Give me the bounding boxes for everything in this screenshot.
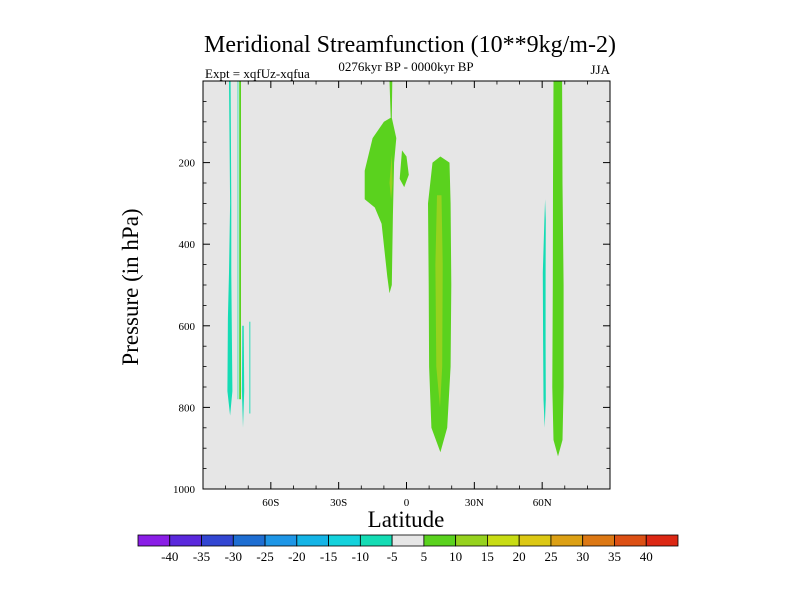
contour-region-pos-c xyxy=(399,150,409,188)
colorbar-label: -10 xyxy=(352,549,369,564)
y-tick-label: 1000 xyxy=(173,484,196,496)
colorbar: -40 -35 -30 -25 -20 -15 -10 -5 5 10 15 20 25 30 35 40 xyxy=(137,534,679,564)
colorbar-swatch xyxy=(455,534,488,547)
y-tick-label: 800 xyxy=(179,402,196,414)
colorbar-swatch xyxy=(645,534,679,547)
colorbar-label: -5 xyxy=(387,549,398,564)
contour-region-neg-e xyxy=(542,199,546,428)
contour-region-neg-a xyxy=(227,81,233,416)
x-axis: 60S 30S 0 30N 60N xyxy=(202,81,611,509)
x-tick-label: 30S xyxy=(330,497,347,509)
colorbar-swatch xyxy=(232,534,266,547)
contour-region-pos-f xyxy=(389,154,393,200)
contour-region-pos-e xyxy=(552,81,564,457)
colorbar-swatch xyxy=(518,534,552,547)
colorbar-swatch xyxy=(137,534,171,547)
contour-regions xyxy=(227,81,564,457)
colorbar-label: 20 xyxy=(513,549,526,564)
contour-region-pos-g xyxy=(435,195,443,408)
colorbar-swatch xyxy=(582,534,615,547)
chart-title: Meridional Streamfunction (10**9kg/m-2) xyxy=(204,32,616,58)
colorbar-label: -15 xyxy=(320,549,337,564)
colorbar-swatch xyxy=(328,534,361,547)
colorbar-swatch xyxy=(169,534,202,547)
colorbar-label: 35 xyxy=(608,549,621,564)
contour-region-neg-d xyxy=(249,321,251,414)
colorbar-label: 25 xyxy=(544,549,557,564)
colorbar-swatch xyxy=(201,534,234,547)
colorbar-label: -25 xyxy=(256,549,273,564)
colorbar-label: -35 xyxy=(193,549,210,564)
colorbar-label: 10 xyxy=(449,549,462,564)
contour-region-pos-a xyxy=(239,81,241,400)
x-tick-label: 60N xyxy=(533,497,552,509)
colorbar-label: -20 xyxy=(288,549,305,564)
experiment-label: Expt = xqfUz-xqfua xyxy=(205,66,310,81)
x-tick-label: 30N xyxy=(465,497,484,509)
colorbar-swatch xyxy=(264,534,298,547)
colorbar-swatch xyxy=(296,534,329,547)
x-axis-label: Latitude xyxy=(368,507,445,532)
colorbar-label: 5 xyxy=(421,549,428,564)
colorbar-swatch xyxy=(487,534,520,547)
y-tick-label: 200 xyxy=(179,158,196,170)
contour-region-neg-c xyxy=(241,325,245,428)
colorbar-swatch xyxy=(391,534,425,547)
y-axis-label: Pressure (in hPa) xyxy=(118,208,143,365)
colorbar-label: 30 xyxy=(576,549,589,564)
colorbar-swatch xyxy=(614,534,647,547)
colorbar-swatch xyxy=(423,534,457,547)
x-tick-label: 0 xyxy=(404,497,410,509)
colorbar-label: -40 xyxy=(161,549,178,564)
plot-area xyxy=(203,81,610,489)
y-axis: 200 400 600 800 1000 xyxy=(173,80,610,496)
colorbar-label: 40 xyxy=(640,549,653,564)
x-tick-label: 60S xyxy=(262,497,279,509)
y-tick-label: 600 xyxy=(179,321,196,333)
y-tick-label: 400 xyxy=(179,239,196,251)
colorbar-swatch xyxy=(359,534,393,547)
colorbar-label: -30 xyxy=(225,549,242,564)
colorbar-swatch xyxy=(550,534,584,547)
colorbar-label: 15 xyxy=(481,549,494,564)
chart-subtitle: 0276kyr BP - 0000kyr BP xyxy=(338,59,473,74)
season-label: JJA xyxy=(590,62,610,77)
contour-region-neg-b xyxy=(237,81,239,400)
contour-region-pos-b xyxy=(364,81,397,294)
